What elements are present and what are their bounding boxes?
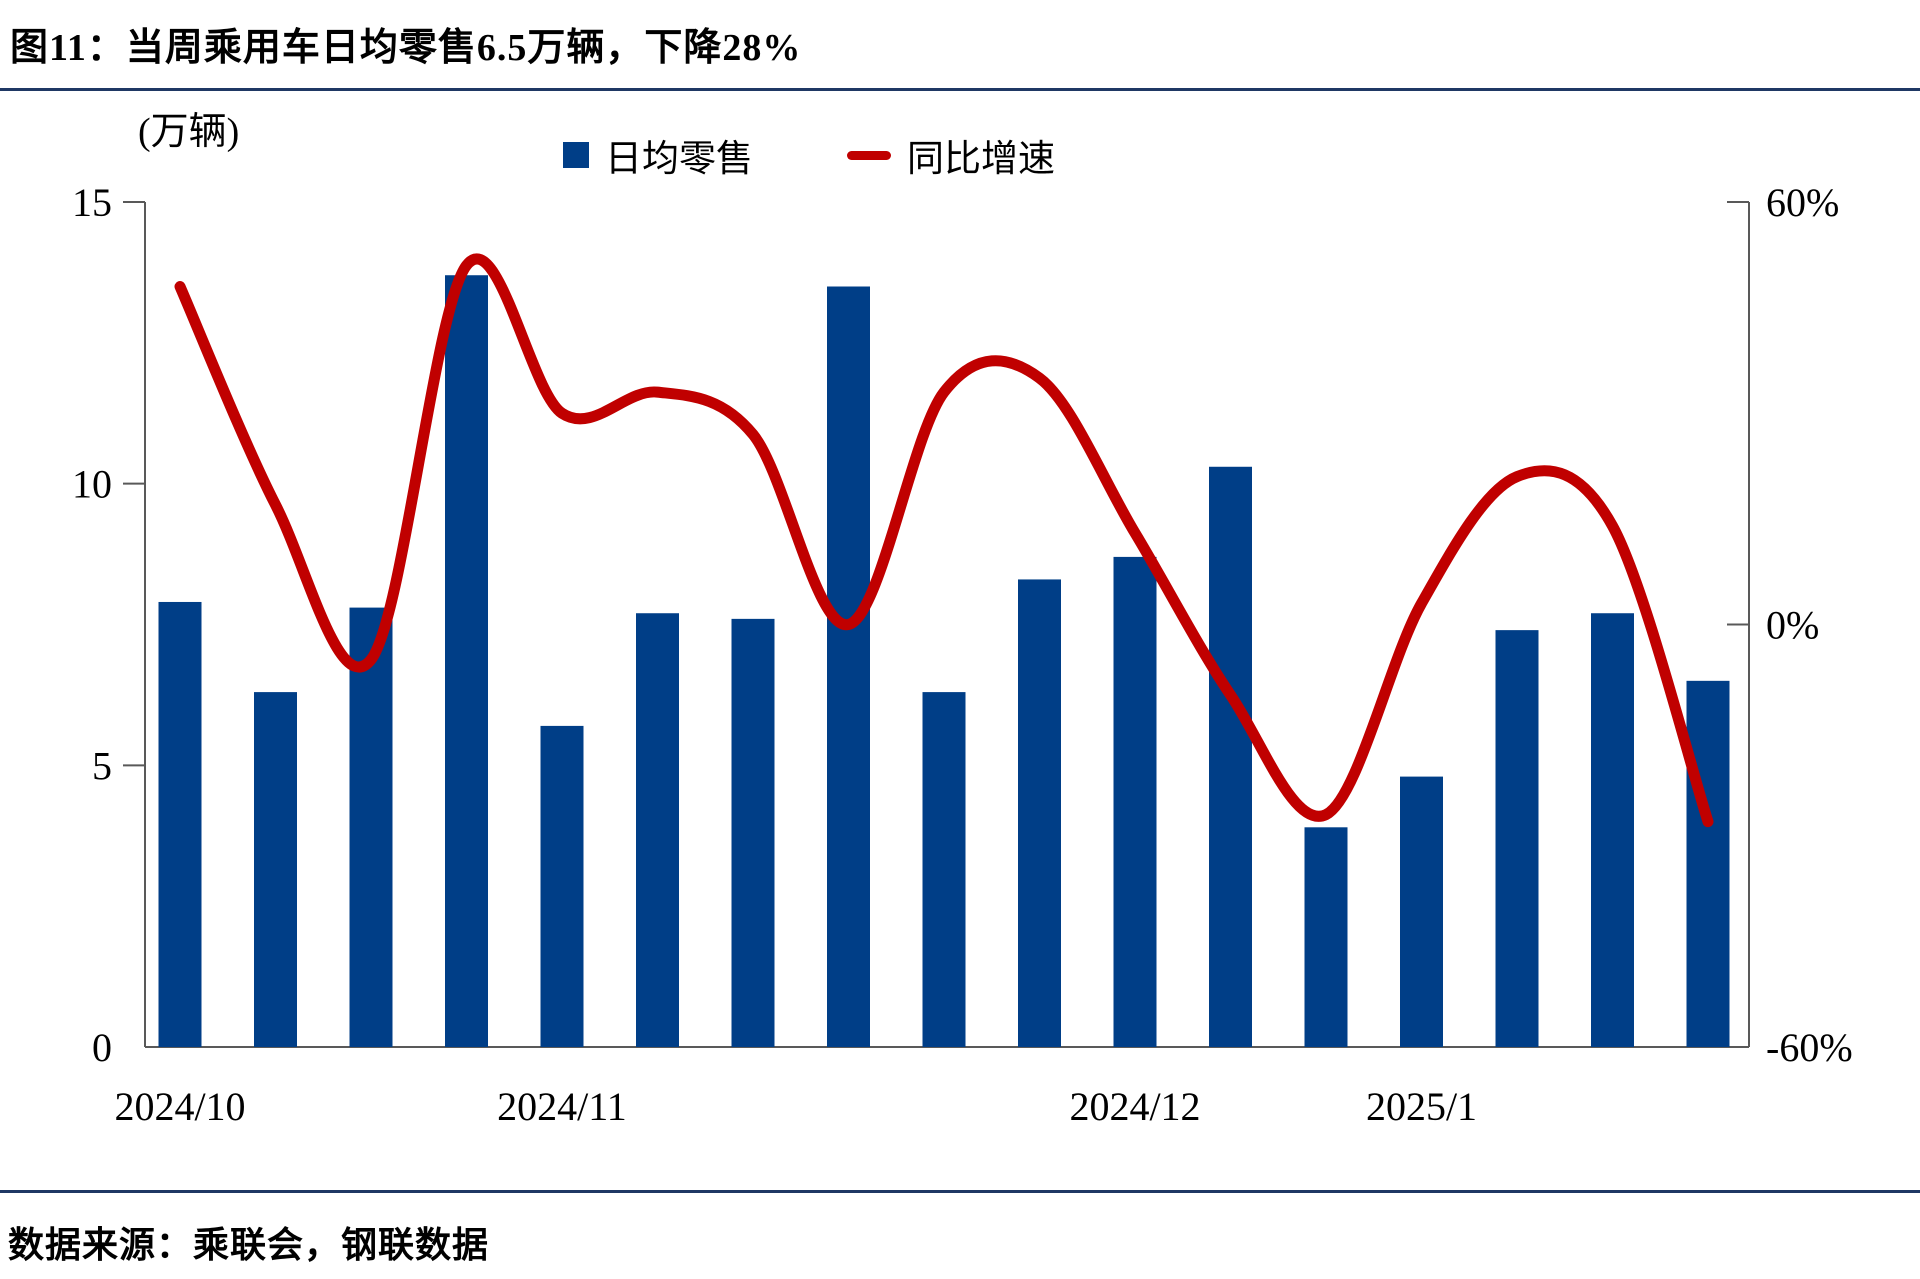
bar [445, 275, 488, 1047]
bar [1400, 776, 1443, 1047]
right-axis-tick-label: 0% [1766, 603, 1819, 648]
bar [349, 607, 393, 1047]
left-axis-tick-label: 10 [72, 462, 112, 507]
title-divider [0, 88, 1920, 91]
left-axis-tick-label: 5 [92, 743, 112, 788]
bar [636, 613, 679, 1047]
legend-label-bars: 日均零售 [605, 139, 753, 180]
left-axis-tick-label: 15 [72, 180, 112, 225]
legend-label-line: 同比增速 [907, 139, 1055, 180]
bar [254, 692, 297, 1047]
line-series-swatch-icon [847, 150, 891, 160]
legend-item-bars: 日均零售 [563, 128, 753, 182]
x-axis-month-label: 2025/1 [1366, 1084, 1477, 1129]
page-title: 图11：当周乘用车日均零售6.5万辆，下降28% [10, 27, 802, 69]
left-axis-tick-label: 0 [92, 1025, 112, 1070]
x-axis-month-label: 2024/12 [1069, 1084, 1200, 1129]
bar [1591, 613, 1634, 1047]
footer-divider [0, 1190, 1920, 1193]
yoy-growth-line [174, 253, 1714, 828]
bar [827, 286, 870, 1047]
bar [1304, 827, 1348, 1047]
left-axis-unit-label: (万辆) [138, 111, 240, 153]
right-axis-tick-label: -60% [1766, 1025, 1853, 1070]
data-source: 数据来源：乘联会，钢联数据 [8, 1225, 490, 1265]
bar [1495, 630, 1539, 1047]
bar [158, 601, 202, 1047]
bar [1113, 556, 1157, 1047]
x-axis-month-label: 2024/11 [497, 1084, 627, 1129]
right-axis-tick-label: 60% [1766, 180, 1839, 225]
bar [1209, 466, 1252, 1047]
legend-item-line: 同比增速 [847, 128, 1055, 182]
bar [1018, 579, 1061, 1047]
bar [922, 692, 966, 1047]
bar [1686, 680, 1730, 1047]
bar [540, 725, 584, 1047]
bar [731, 618, 775, 1047]
chart-legend: 日均零售 同比增速 [563, 128, 1055, 182]
x-axis-month-label: 2024/10 [114, 1084, 245, 1129]
bar-series-swatch-icon [563, 142, 589, 168]
